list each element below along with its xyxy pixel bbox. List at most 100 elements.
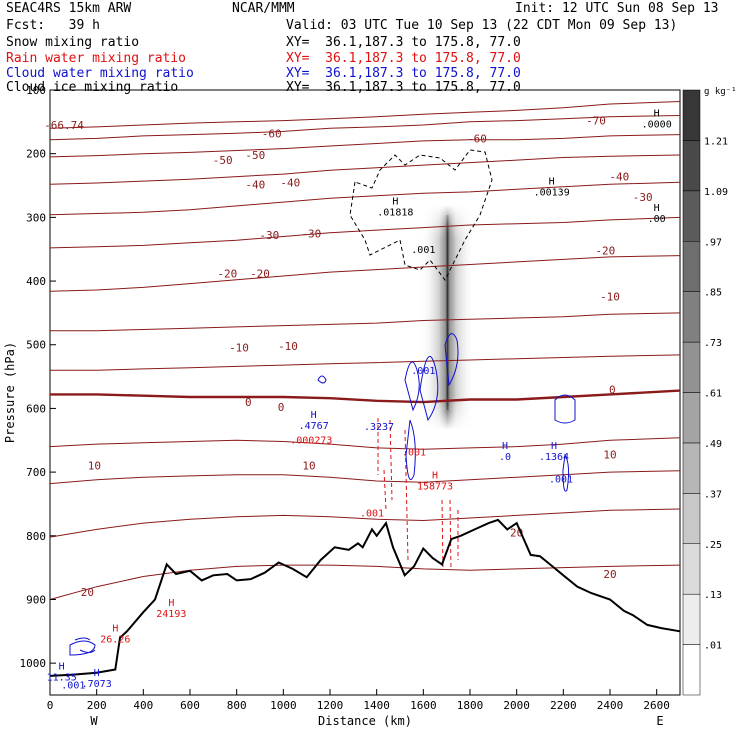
- x-tick-label: 1200: [317, 699, 344, 712]
- temperature-contour: [49, 564, 681, 600]
- field-xy-cloud-ice: XY= 36.1,187.3 to 175.8, 77.0: [286, 80, 521, 95]
- y-tick-label: 200: [26, 148, 46, 161]
- cloud-water-contour: [74, 637, 91, 641]
- x-tick-label: 2600: [643, 699, 670, 712]
- colorbar-cell: [682, 341, 701, 393]
- colorbar-cell: [682, 291, 701, 343]
- contour-value-label: .0000: [642, 120, 672, 131]
- contour-value-label: 158773: [417, 481, 453, 492]
- contour-value-label: H: [549, 176, 555, 187]
- temperature-contour-label: -10: [278, 340, 298, 353]
- x-tick-label: 2400: [597, 699, 624, 712]
- contour-value-label: H: [311, 410, 317, 421]
- colorbar-label: .13: [704, 590, 722, 601]
- temperature-contour: [49, 115, 681, 141]
- contour-value-label: .001: [61, 681, 85, 692]
- y-tick-label: 500: [26, 339, 46, 352]
- contour-value-label: .000273: [290, 435, 332, 446]
- colorbar-cell: [682, 140, 701, 192]
- contour-value-label: .00: [648, 214, 666, 225]
- y-tick-label: 100: [26, 84, 46, 97]
- cloud-water-contour: [562, 453, 570, 492]
- temperature-contour-label: -60: [467, 132, 487, 145]
- org-label: NCAR/MMM: [232, 1, 295, 16]
- contour-value-label: H: [654, 109, 660, 120]
- temperature-contour: [49, 181, 681, 216]
- snow-dashed-contour: [349, 149, 493, 281]
- temperature-contour-label: -30: [259, 229, 279, 242]
- temperature-contour-label: -50: [245, 149, 265, 162]
- cloud-water-contour: [405, 419, 416, 480]
- field-label-snow: Snow mixing ratio: [6, 35, 140, 50]
- cloud-water-contour: [554, 394, 576, 424]
- temperature-contour-label: 0: [245, 396, 252, 409]
- plot-frame: [49, 89, 681, 696]
- colorbar-label: .25: [704, 540, 722, 551]
- colorbar-cell: [682, 543, 701, 595]
- x-tick-label: 0: [47, 699, 54, 712]
- cloud-water-contour: [444, 333, 459, 387]
- contour-value-label: H: [432, 470, 438, 481]
- temperature-contour: [50, 389, 681, 404]
- model-title: SEAC4RS 15km ARW: [6, 1, 132, 16]
- temperature-contour-label: 20: [603, 568, 616, 581]
- temperature-contour: [49, 255, 681, 292]
- temperature-contour-label: -30: [633, 191, 653, 204]
- temperature-contour-label: -40: [609, 171, 629, 184]
- field-label-cloud-ice: Cloud ice mixing ratio: [6, 80, 179, 95]
- contour-value-label: .001: [411, 245, 435, 256]
- terrain-profile: [49, 518, 681, 677]
- contour-value-label: H: [168, 598, 174, 609]
- temperature-contour-label: -50: [213, 154, 233, 167]
- east-end-label: E: [656, 714, 663, 728]
- temperature-contour: [49, 437, 681, 450]
- temperature-contour: [50, 354, 681, 371]
- field-label-cloud-water: Cloud water mixing ratio: [6, 66, 194, 81]
- rain-dashed-contour: [441, 499, 444, 571]
- x-tick-label: 1800: [457, 699, 484, 712]
- colorbar-label: .97: [704, 237, 722, 248]
- contour-value-label: .7073: [82, 679, 112, 690]
- temperature-contour-label: -10: [229, 341, 249, 354]
- west-end-label: W: [90, 714, 98, 728]
- x-tick-label: 2200: [550, 699, 577, 712]
- y-tick-label: 700: [26, 466, 46, 479]
- temperature-contour-label: 10: [88, 460, 101, 473]
- contour-value-label: .1364: [539, 452, 569, 463]
- x-tick-label: 400: [133, 699, 153, 712]
- colorbar-label: 1.21: [704, 136, 728, 147]
- temperature-contour-label: 0: [609, 383, 616, 396]
- x-tick-label: 1000: [270, 699, 297, 712]
- rain-dashed-contour: [383, 469, 387, 511]
- temperature-contour-label: 20: [81, 586, 94, 599]
- temperature-contour-label: -20: [250, 267, 270, 280]
- colorbar-label: .61: [704, 389, 722, 400]
- temperature-contour-label: -20: [217, 267, 237, 280]
- y-axis-label: Pressure (hPa): [3, 342, 17, 443]
- field-xy-cloud-water: XY= 36.1,187.3 to 175.8, 77.0: [286, 66, 521, 81]
- contour-value-label: 11.35: [47, 673, 77, 684]
- forecast-label: Fcst: 39 h: [6, 18, 100, 33]
- cloud-water-contour: [404, 361, 420, 412]
- temperature-contour: [50, 312, 681, 332]
- cloud-ice-core: [440, 215, 455, 410]
- colorbar-cell: [682, 644, 701, 696]
- contour-value-label: .001: [549, 474, 573, 485]
- contour-value-label: 24193: [156, 609, 186, 620]
- init-label: Init: 12 UTC Sun 08 Sep 13: [515, 1, 719, 16]
- contour-value-label: .01818: [377, 208, 413, 219]
- colorbar-unit: g kg⁻¹: [704, 87, 737, 97]
- colorbar-label: .01: [704, 641, 722, 652]
- temperature-contour-label: -10: [600, 290, 620, 303]
- contour-value-label: H: [502, 441, 508, 452]
- contour-value-label: .001: [360, 509, 384, 520]
- field-xy-rain: XY= 36.1,187.3 to 175.8, 77.0: [286, 51, 521, 66]
- temperature-contour-label: -40: [245, 178, 265, 191]
- contour-value-label: H: [112, 623, 118, 634]
- contour-value-label: .0: [499, 452, 511, 463]
- colorbar-label: .85: [704, 288, 722, 299]
- x-tick-label: 1400: [363, 699, 390, 712]
- contour-value-label: .001: [402, 448, 426, 459]
- colorbar-cell: [682, 392, 701, 444]
- temperature-contour-label: 10: [603, 448, 616, 461]
